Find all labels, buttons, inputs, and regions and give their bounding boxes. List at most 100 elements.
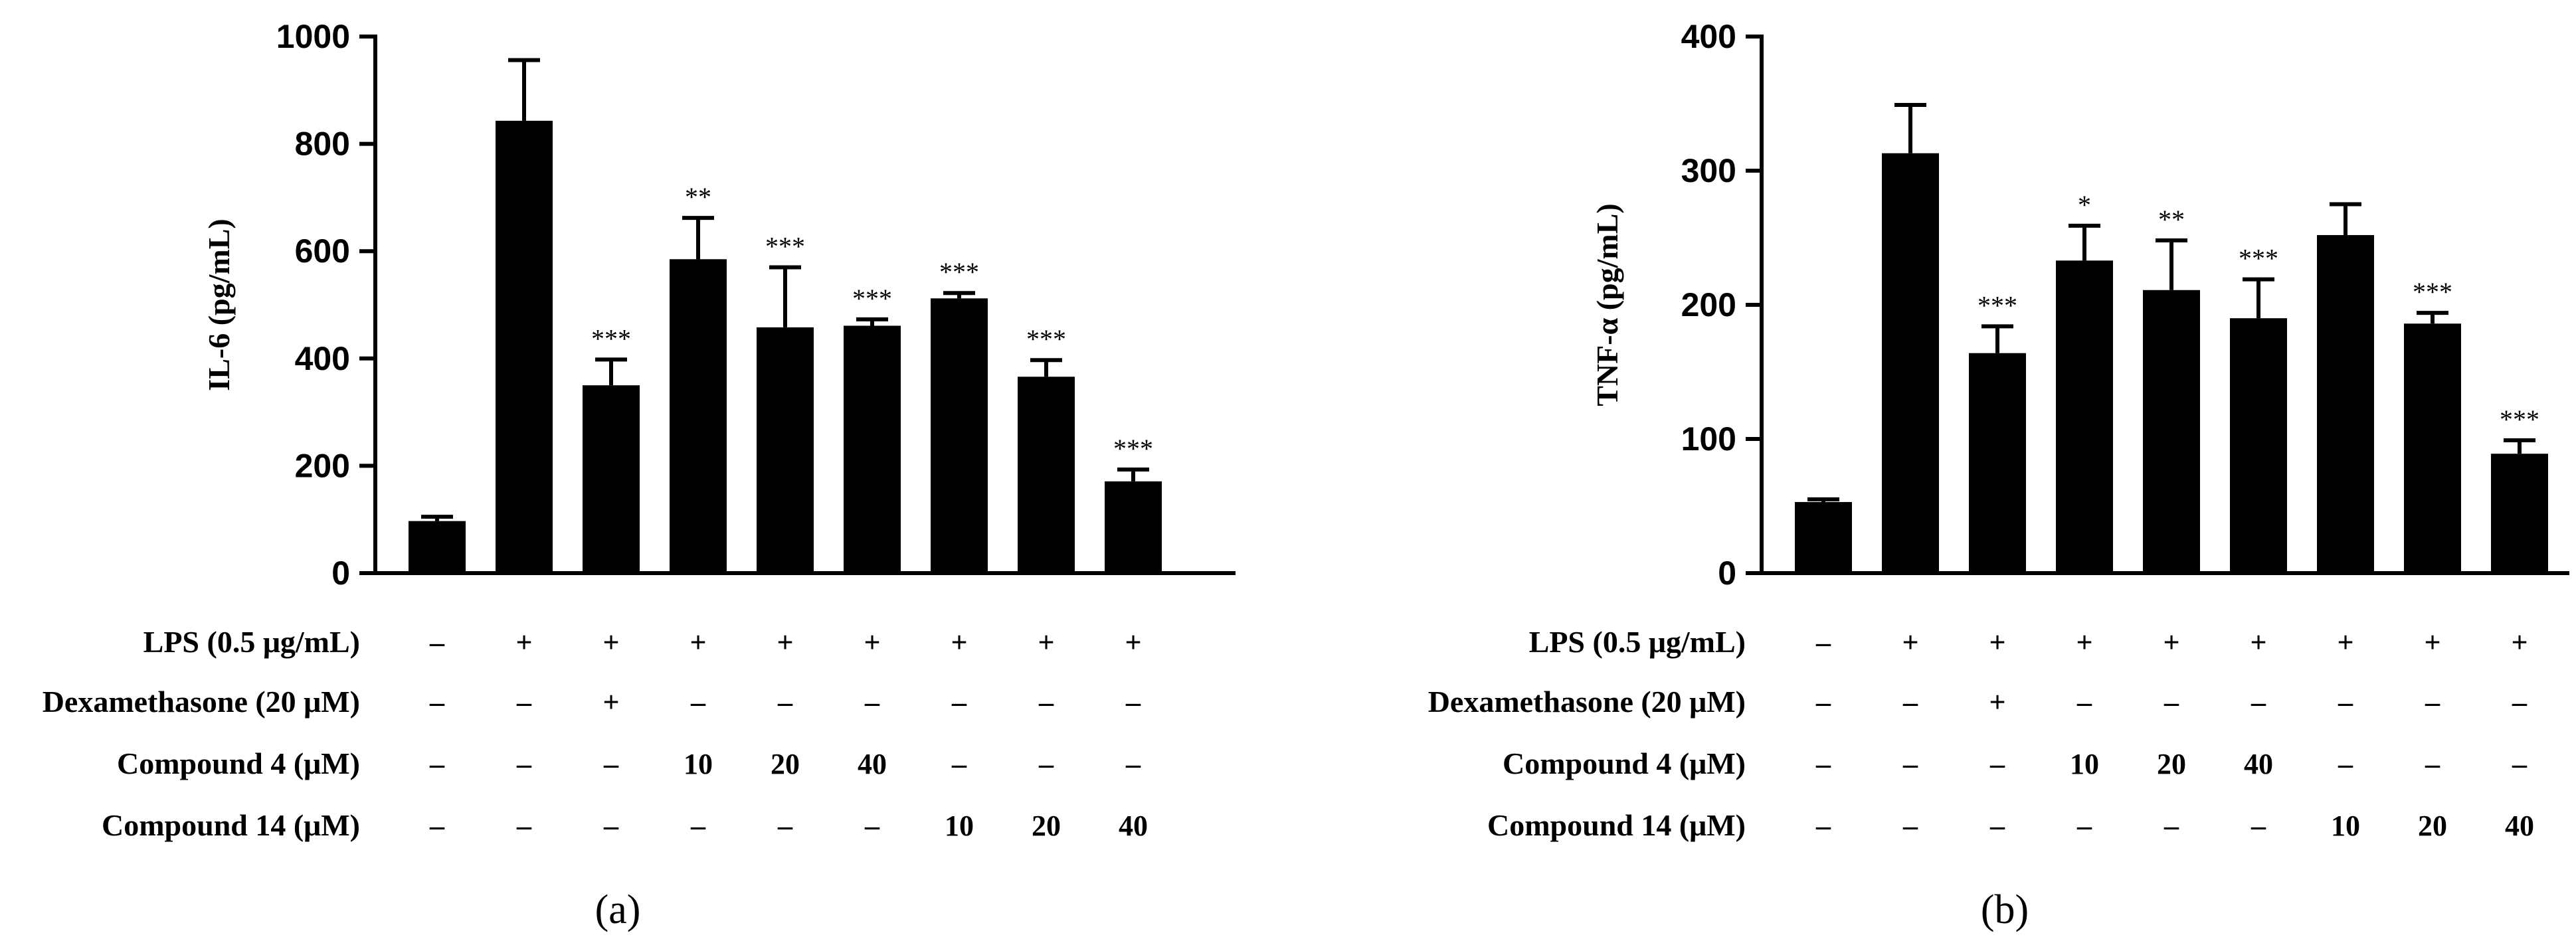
condition-cell: – — [2425, 686, 2440, 719]
condition-cell: + — [515, 626, 532, 659]
condition-cell: + — [777, 626, 793, 659]
condition-cell: – — [2338, 748, 2353, 780]
condition-cell: – — [864, 686, 880, 719]
condition-cell: – — [516, 686, 532, 719]
condition-cell: 10 — [945, 810, 974, 842]
condition-cell: + — [1989, 686, 2005, 719]
condition-row-label: Compound 14 (μM) — [102, 808, 360, 842]
y-tick-label: 0 — [1718, 555, 1736, 592]
condition-cell: – — [2338, 686, 2353, 719]
bar — [2317, 234, 2374, 573]
condition-cell: – — [603, 748, 619, 780]
y-tick-label: 100 — [1681, 420, 1736, 458]
condition-row-label: Compound 14 (μM) — [1487, 808, 1746, 842]
bar — [2230, 318, 2287, 573]
condition-cell: + — [690, 626, 706, 659]
condition-cell: + — [2250, 626, 2266, 659]
significance-label: * — [2078, 190, 2091, 220]
condition-cell: – — [2163, 686, 2179, 719]
significance-label: *** — [591, 323, 631, 353]
condition-cell: + — [951, 626, 967, 659]
significance-label: *** — [852, 284, 892, 313]
condition-cell: + — [1902, 626, 1918, 659]
condition-cell: – — [1038, 686, 1054, 719]
condition-cell: – — [1902, 686, 1918, 719]
bar — [1882, 153, 1939, 574]
bar — [757, 327, 814, 573]
condition-cell: – — [429, 748, 445, 780]
condition-cell: – — [1815, 810, 1831, 842]
condition-cell: + — [2511, 626, 2528, 659]
condition-cell: – — [2163, 810, 2179, 842]
y-axis-label: IL-6 (pg/mL) — [202, 218, 236, 390]
condition-cell: – — [429, 626, 445, 659]
condition-cell: 40 — [2505, 810, 2534, 842]
condition-cell: + — [602, 686, 619, 719]
condition-cell: – — [2425, 748, 2440, 780]
bar — [2404, 323, 2461, 573]
condition-row-label: Compound 4 (μM) — [1503, 746, 1746, 780]
condition-cell: 40 — [858, 748, 887, 780]
condition-cell: 10 — [2070, 748, 2099, 780]
bar — [1105, 481, 1162, 573]
condition-cell: + — [1038, 626, 1054, 659]
significance-label: *** — [1026, 324, 1066, 354]
panel-label: (b) — [1981, 887, 2029, 932]
significance-label: *** — [2413, 277, 2452, 307]
condition-cell: 40 — [2244, 748, 2273, 780]
condition-cell: – — [1038, 748, 1054, 780]
condition-row-label: LPS (0.5 μg/mL) — [1529, 625, 1746, 659]
condition-cell: + — [2337, 626, 2353, 659]
condition-cell: – — [603, 810, 619, 842]
condition-cell: – — [2076, 686, 2092, 719]
condition-row-label: Dexamethasone (20 μM) — [1428, 685, 1746, 719]
significance-label: *** — [1978, 290, 2017, 320]
condition-row-label: Dexamethasone (20 μM) — [43, 685, 360, 719]
significance-label: *** — [1113, 434, 1153, 464]
condition-cell: + — [864, 626, 880, 659]
chart-panel-a: 02004006008001000********************IL-… — [43, 18, 1236, 932]
y-tick-label: 200 — [1681, 286, 1736, 323]
condition-cell: – — [951, 748, 967, 780]
condition-cell: – — [2512, 686, 2528, 719]
significance-label: *** — [2500, 404, 2539, 434]
condition-cell: + — [2076, 626, 2092, 659]
bar — [844, 325, 901, 573]
condition-cell: – — [1125, 748, 1141, 780]
condition-cell: – — [1815, 748, 1831, 780]
condition-cell: + — [1125, 626, 1141, 659]
bar — [1969, 353, 2026, 573]
condition-cell: + — [2424, 626, 2440, 659]
condition-cell: – — [2251, 686, 2266, 719]
condition-cell: 20 — [771, 748, 800, 780]
significance-label: *** — [939, 257, 979, 287]
condition-cell: 20 — [1032, 810, 1061, 842]
y-tick-label: 800 — [295, 126, 350, 163]
condition-cell: – — [690, 810, 706, 842]
bar — [931, 298, 988, 573]
condition-cell: – — [2251, 810, 2266, 842]
condition-cell: – — [1902, 748, 1918, 780]
bar — [409, 521, 466, 573]
condition-cell: 20 — [2157, 748, 2186, 780]
condition-cell: – — [1989, 810, 2005, 842]
condition-cell: 10 — [684, 748, 713, 780]
condition-cell: – — [429, 686, 445, 719]
condition-cell: – — [1125, 686, 1141, 719]
y-tick-label: 1000 — [276, 18, 350, 55]
y-axis-label: TNF-α (pg/mL) — [1590, 203, 1624, 406]
condition-cell: – — [2076, 810, 2092, 842]
condition-cell: – — [1815, 626, 1831, 659]
condition-cell: 40 — [1119, 810, 1148, 842]
y-tick-label: 300 — [1681, 152, 1736, 189]
bar — [2491, 454, 2548, 573]
condition-cell: – — [777, 686, 793, 719]
condition-cell: – — [951, 686, 967, 719]
bar — [2056, 260, 2113, 573]
bar — [670, 259, 727, 573]
y-tick-label: 200 — [295, 447, 350, 484]
condition-cell: – — [1902, 810, 1918, 842]
condition-cell: – — [429, 810, 445, 842]
bar — [496, 120, 553, 573]
significance-label: *** — [2239, 244, 2278, 274]
